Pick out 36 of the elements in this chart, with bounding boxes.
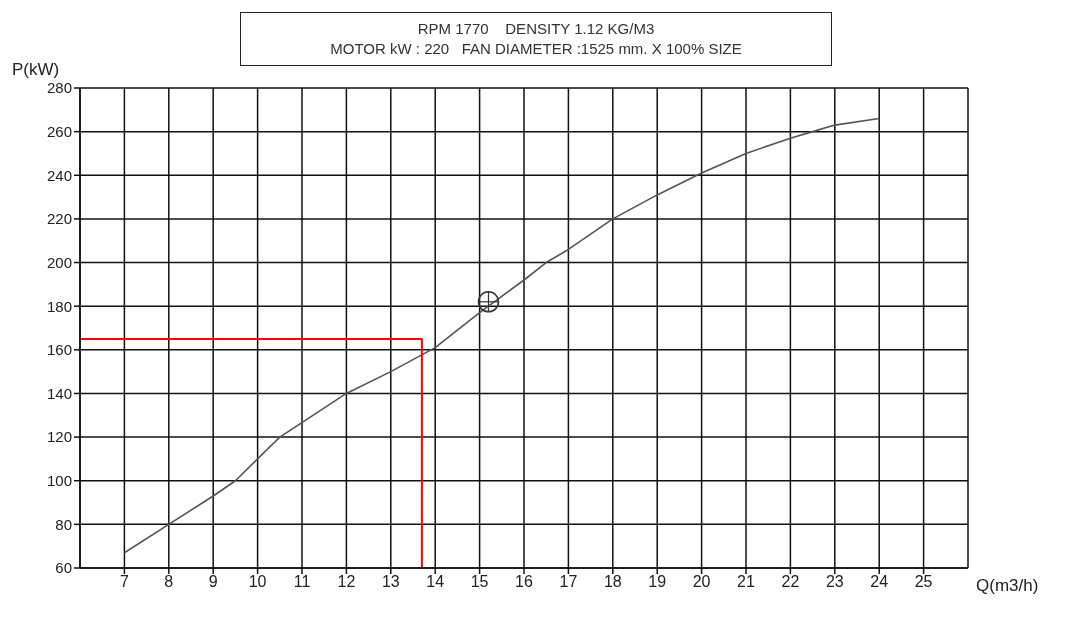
x-tick-label: 16 (515, 573, 533, 591)
x-tick-label: 25 (914, 573, 933, 591)
line-series (123, 117, 880, 554)
x-tick-label: 11 (293, 573, 311, 591)
y-tick-label: 200 (46, 253, 72, 271)
x-tick-label: 18 (603, 573, 622, 591)
x-tick-label: 21 (737, 573, 755, 591)
x-tick-label: 13 (381, 573, 400, 591)
x-axis-title: Q(m3/h) (976, 576, 1039, 596)
y-tick-label: 160 (46, 341, 72, 359)
y-tick-label: 140 (46, 384, 72, 402)
y-tick-label: 180 (46, 297, 72, 315)
x-tick-label: 14 (426, 573, 445, 591)
chart-title: RPM 1770 DENSITY 1.12 KG/M3 (416, 19, 656, 39)
x-tick-label: 8 (164, 573, 174, 591)
x-tick-label: 17 (559, 573, 578, 591)
x-tick-label: 7 (119, 573, 129, 591)
y-tick-label: 120 (46, 428, 72, 446)
y-tick-label: 280 (46, 79, 72, 97)
x-tick-label: 22 (781, 573, 800, 591)
x-tick-label: 15 (470, 573, 489, 591)
y-tick-label: 260 (46, 122, 72, 140)
x-tick-label: 9 (208, 573, 218, 591)
x-tick-label: 19 (648, 573, 667, 591)
y-tick-label: 60 (55, 559, 72, 577)
x-tick-label: 12 (337, 573, 356, 591)
chart-subtitle: MOTOR kW : 220 FAN DIAMETER :1525 mm. X 100% SIZE (329, 39, 743, 59)
x-tick-label: 23 (825, 573, 844, 591)
x-tick-label: 20 (692, 573, 711, 591)
y-tick-label: 100 (46, 472, 72, 490)
x-tick-label: 10 (248, 573, 267, 591)
x-tick-label: 24 (870, 573, 889, 591)
y-tick-label: 240 (46, 166, 72, 184)
y-tick-label: 220 (46, 210, 72, 228)
y-tick-label: 80 (55, 515, 72, 533)
y-axis-title: P(kW) (12, 60, 60, 80)
